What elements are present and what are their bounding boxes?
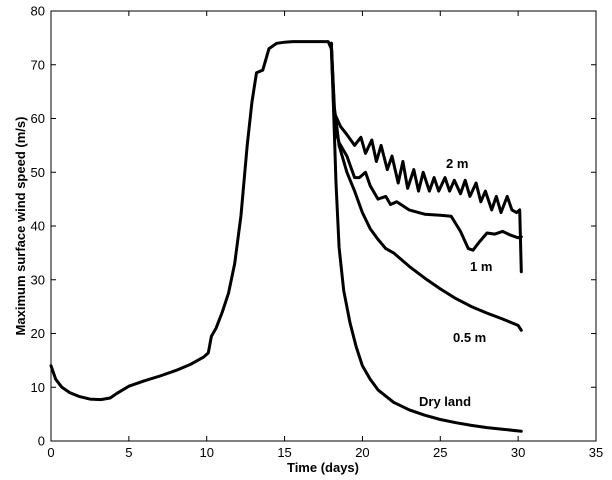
x-tick-label: 35 xyxy=(589,445,603,460)
y-tick-labels: 0 10 20 30 40 50 60 70 80 xyxy=(31,4,45,449)
y-tick-label: 60 xyxy=(31,111,45,126)
annotation-0-5m: 0.5 m xyxy=(453,330,486,345)
x-tick-label: 0 xyxy=(47,445,54,460)
annotation-1m: 1 m xyxy=(470,259,492,274)
y-tick-label: 50 xyxy=(31,165,45,180)
axis-ticks xyxy=(50,10,597,442)
y-tick-label: 10 xyxy=(31,380,45,395)
x-tick-label: 15 xyxy=(277,445,291,460)
x-tick-label: 5 xyxy=(125,445,132,460)
series-lines xyxy=(49,40,523,433)
y-tick-label: 40 xyxy=(31,219,45,234)
series-line-2-m xyxy=(329,41,523,274)
series-line-1-m xyxy=(329,41,523,252)
x-tick-label: 10 xyxy=(199,445,213,460)
annotation-dry-land: Dry land xyxy=(419,394,471,409)
y-tick-label: 70 xyxy=(31,57,45,72)
x-tick-label: 25 xyxy=(433,445,447,460)
x-tick-label: 20 xyxy=(355,445,369,460)
y-tick-label: 30 xyxy=(31,272,45,287)
series-line-dry-land xyxy=(49,40,523,433)
y-tick-label: 0 xyxy=(38,434,45,449)
plot-frame xyxy=(50,10,597,442)
x-tick-label: 30 xyxy=(511,445,525,460)
y-axis-title: Maximum surface wind speed (m/s) xyxy=(13,117,28,336)
x-tick-labels: 0 5 10 15 20 25 30 35 xyxy=(47,445,603,460)
x-axis-title: Time (days) xyxy=(287,460,359,475)
y-tick-label: 20 xyxy=(31,326,45,341)
y-tick-label: 80 xyxy=(31,4,45,19)
series-line-0-5-m xyxy=(329,41,523,332)
annotation-2m: 2 m xyxy=(446,156,468,171)
